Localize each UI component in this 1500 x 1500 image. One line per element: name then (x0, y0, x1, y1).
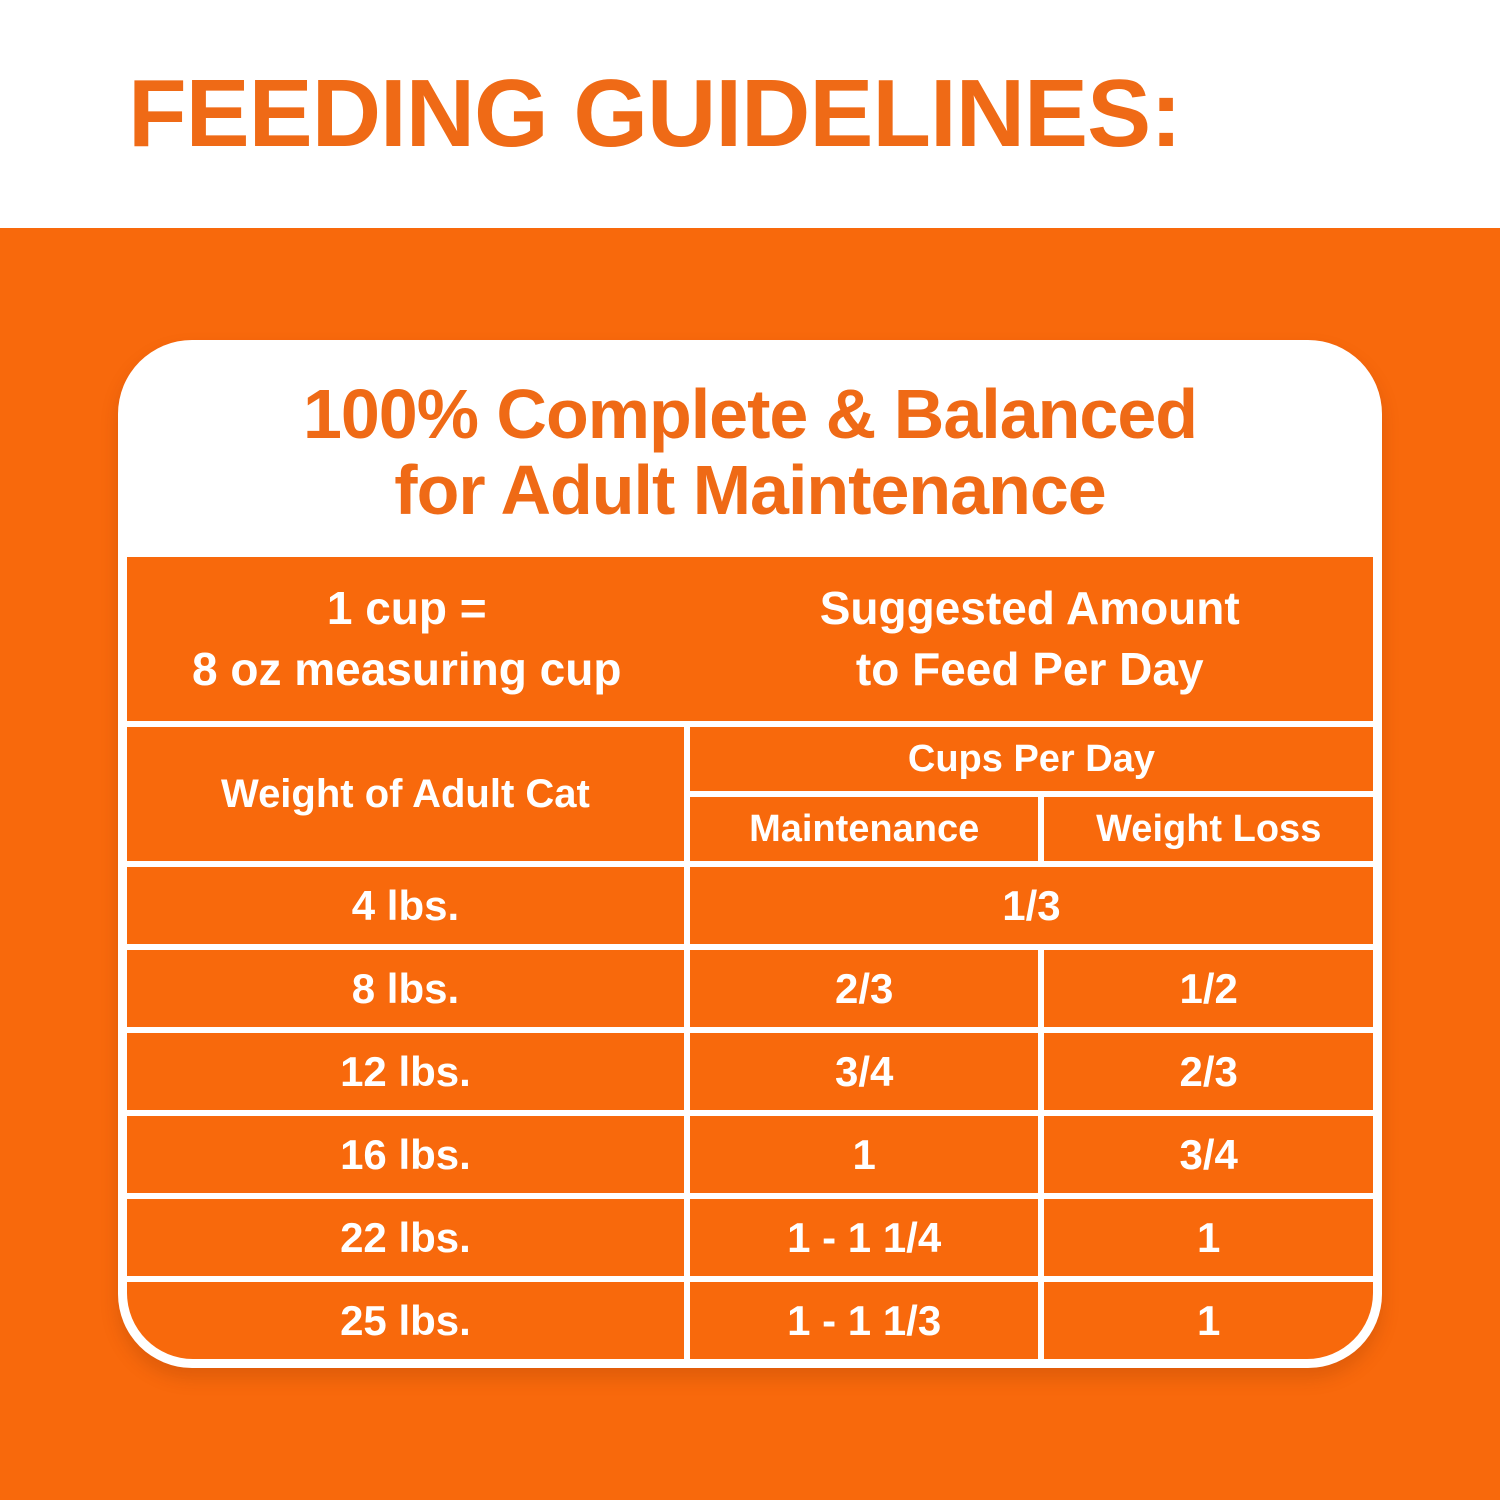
weight-loss-cell: 1 (1044, 1282, 1373, 1359)
weight-loss-cell: 1 (1044, 1199, 1373, 1276)
maintenance-cell: 2/3 (689, 950, 1039, 1027)
maintenance-cell: 3/4 (689, 1033, 1039, 1110)
feeding-table: 1 cup = 8 oz measuring cup Suggested Amo… (127, 557, 1373, 1359)
maintenance-cell: 1 (689, 1116, 1039, 1193)
weight-loss-cell: 2/3 (1044, 1033, 1373, 1110)
page-title: FEEDING GUIDELINES: (128, 60, 1182, 167)
weight-cell: 12 lbs. (127, 1033, 684, 1110)
weight-cell: 25 lbs. (127, 1282, 684, 1359)
weight-cell: 22 lbs. (127, 1199, 684, 1276)
weight-cell: 8 lbs. (127, 950, 684, 1027)
amount-cell-merged: 1/3 (689, 867, 1373, 944)
maintenance-cell: 1 - 1 1/3 (689, 1282, 1039, 1359)
maintenance-cell: 1 - 1 1/4 (689, 1199, 1039, 1276)
weight-cell: 4 lbs. (127, 867, 684, 944)
card-title-line2: for Adult Maintenance (394, 451, 1106, 529)
top-band: FEEDING GUIDELINES: (0, 0, 1500, 228)
cup-note: 1 cup = 8 oz measuring cup (127, 557, 686, 721)
suggested-amount-header: Suggested Amount to Feed Per Day (686, 557, 1373, 721)
column-header-cups-per-day: Cups Per Day (689, 727, 1373, 791)
card-title: 100% Complete & Balanced for Adult Maint… (127, 349, 1373, 557)
guidelines-card: 100% Complete & Balanced for Adult Maint… (118, 340, 1382, 1368)
weight-loss-cell: 1/2 (1044, 950, 1373, 1027)
suggested-line1: Suggested Amount (819, 582, 1240, 635)
cup-note-line2: 8 oz measuring cup (192, 643, 622, 695)
weight-cell: 16 lbs. (127, 1116, 684, 1193)
card-title-line1: 100% Complete & Balanced (302, 375, 1198, 454)
column-header-weight: Weight of Adult Cat (127, 727, 684, 861)
table-header-band: 1 cup = 8 oz measuring cup Suggested Amo… (127, 557, 1373, 721)
column-header-weight-loss: Weight Loss (1044, 797, 1373, 861)
column-header-maintenance: Maintenance (689, 797, 1039, 861)
weight-loss-cell: 3/4 (1044, 1116, 1373, 1193)
cup-note-line1: 1 cup = (326, 582, 487, 635)
suggested-line2: to Feed Per Day (855, 643, 1204, 695)
